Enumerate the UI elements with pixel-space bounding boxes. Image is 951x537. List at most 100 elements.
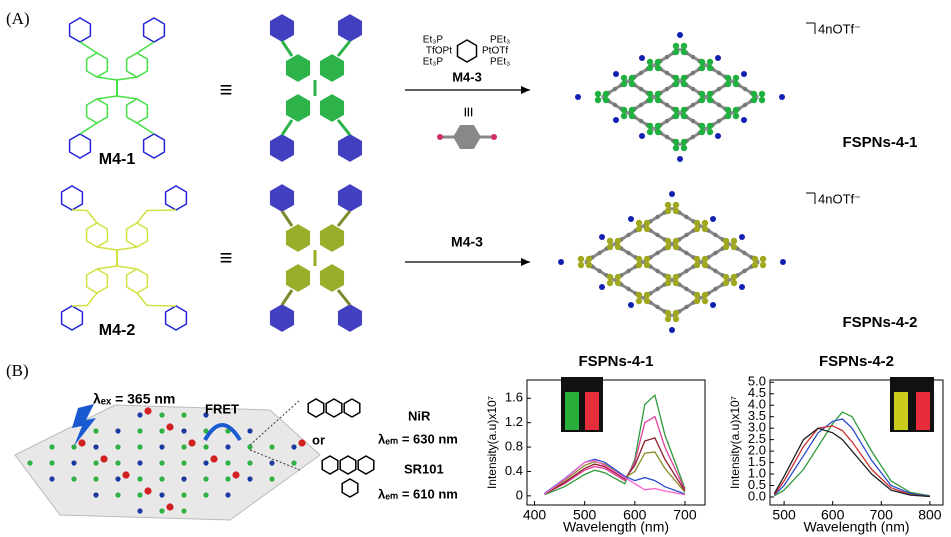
cluster xyxy=(629,113,635,119)
terminal xyxy=(599,284,605,290)
cluster xyxy=(731,274,737,280)
cluster xyxy=(694,256,700,262)
dye xyxy=(144,407,151,414)
cluster xyxy=(137,460,142,465)
cluster xyxy=(760,256,766,262)
bond xyxy=(97,77,117,80)
cluster xyxy=(681,139,687,145)
cluster xyxy=(673,202,679,208)
linker xyxy=(626,269,630,273)
cluster xyxy=(291,444,296,449)
cluster xyxy=(578,256,584,262)
terminal xyxy=(575,94,581,100)
bond xyxy=(137,123,154,134)
cluster xyxy=(137,508,142,513)
reagent: Et₃P xyxy=(423,35,444,46)
cluster xyxy=(595,91,601,97)
cluster xyxy=(681,113,687,119)
bond xyxy=(137,42,154,53)
cluster xyxy=(673,274,679,280)
dye-name: SR101 xyxy=(404,461,444,476)
cluster xyxy=(137,476,142,481)
cluster xyxy=(615,280,621,286)
spectrum-line xyxy=(545,459,685,494)
terminal xyxy=(613,117,619,123)
cluster xyxy=(49,476,54,481)
terminal xyxy=(779,94,785,100)
cluster xyxy=(723,238,729,244)
cluster xyxy=(699,97,705,103)
linker xyxy=(639,103,643,107)
reagent-name: M4-3 xyxy=(452,69,482,84)
linker xyxy=(684,305,688,309)
product-label: FSPNs-4-2 xyxy=(842,314,917,331)
cluster xyxy=(159,476,164,481)
cluster xyxy=(665,202,671,208)
ring xyxy=(287,265,310,291)
linker xyxy=(665,87,669,91)
cluster xyxy=(707,123,713,129)
linker xyxy=(665,71,669,75)
cluster xyxy=(665,280,671,286)
reagent: PtOTf xyxy=(482,46,508,57)
ring xyxy=(358,456,374,474)
cluster xyxy=(707,91,713,97)
cluster xyxy=(137,444,142,449)
dye xyxy=(188,439,195,446)
spectrum-line xyxy=(774,428,930,496)
cluster xyxy=(621,113,627,119)
terminal xyxy=(710,302,716,308)
cluster xyxy=(607,274,613,280)
cluster xyxy=(673,316,679,322)
cluster xyxy=(694,226,700,232)
linker xyxy=(684,287,688,291)
ring xyxy=(454,126,480,149)
vial xyxy=(565,392,579,430)
linker xyxy=(713,287,717,291)
linker xyxy=(713,269,717,273)
cluster xyxy=(665,244,671,250)
x-tick-label: 500 xyxy=(573,507,597,523)
cluster xyxy=(629,107,635,113)
linker xyxy=(717,71,721,75)
linker xyxy=(655,287,659,291)
cluster xyxy=(725,81,731,87)
equiv: ≡ xyxy=(458,107,478,118)
ring xyxy=(70,134,91,158)
cluster xyxy=(723,280,729,286)
cluster xyxy=(247,476,252,481)
cluster xyxy=(694,298,700,304)
ring xyxy=(87,269,108,293)
panel-label: (B) xyxy=(6,361,29,380)
cluster xyxy=(159,444,164,449)
cluster xyxy=(115,444,120,449)
terminal xyxy=(677,32,683,38)
ring xyxy=(339,15,362,41)
linker xyxy=(597,251,601,255)
cluster xyxy=(644,298,650,304)
cluster xyxy=(115,492,120,497)
cluster xyxy=(225,492,230,497)
cluster xyxy=(760,262,766,268)
linker xyxy=(713,233,717,237)
cluster xyxy=(733,75,739,81)
terminal xyxy=(669,327,675,333)
cluster xyxy=(655,59,661,65)
cluster xyxy=(673,244,679,250)
cluster xyxy=(644,262,650,268)
cluster xyxy=(707,65,713,71)
linker xyxy=(742,269,746,273)
linker xyxy=(655,233,659,237)
cluster xyxy=(203,444,208,449)
ring xyxy=(127,269,148,293)
bond xyxy=(87,211,97,224)
arrow-head xyxy=(521,86,530,94)
dye xyxy=(210,455,217,462)
cluster xyxy=(247,460,252,465)
cluster xyxy=(665,310,671,316)
bond xyxy=(338,41,350,56)
panel-label: (A) xyxy=(6,9,30,28)
cluster xyxy=(759,97,765,103)
cluster xyxy=(71,444,76,449)
cluster xyxy=(137,412,142,417)
